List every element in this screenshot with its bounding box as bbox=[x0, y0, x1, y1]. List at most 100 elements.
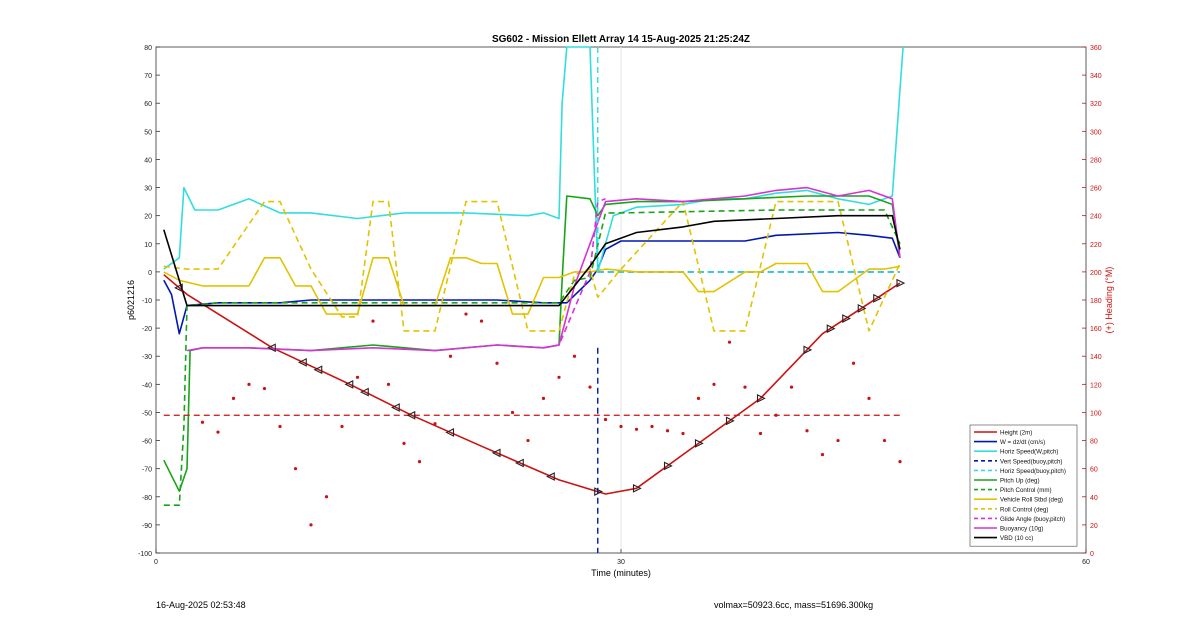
heading-dot bbox=[882, 438, 887, 443]
height-marker bbox=[663, 461, 673, 471]
heading-dot bbox=[898, 460, 902, 464]
height-marker bbox=[725, 416, 735, 426]
series-line-11 bbox=[163, 214, 901, 307]
heading-dot bbox=[557, 375, 561, 379]
height-marker bbox=[694, 438, 704, 448]
height-marker bbox=[594, 487, 603, 497]
heading-dot bbox=[820, 453, 825, 457]
heading-dot bbox=[696, 396, 701, 400]
height-marker bbox=[174, 283, 183, 293]
y-axis-label-right: (+) Heading (°M) bbox=[1104, 267, 1114, 334]
y-ticks-left: -100-90-80-70-60-50-40-30-20-10010203040… bbox=[138, 45, 160, 558]
footer-timestamp: 16-Aug-2025 02:53:48 bbox=[156, 600, 246, 610]
heading-dot bbox=[526, 438, 530, 443]
ytick-right-label: 20 bbox=[1090, 523, 1098, 530]
y-axis-label-left: p6021216 bbox=[126, 280, 136, 320]
ytick-left-label: -20 bbox=[142, 326, 152, 333]
ytick-right-label: 80 bbox=[1090, 439, 1098, 446]
heading-dot bbox=[340, 424, 344, 429]
ytick-left-label: 30 bbox=[144, 186, 152, 193]
ytick-right-label: 200 bbox=[1090, 270, 1102, 277]
x-ticks: 0 30 60 bbox=[154, 549, 1090, 566]
legend-label: Horiz Speed(W,pitch) bbox=[1000, 449, 1058, 456]
height-marker bbox=[896, 278, 906, 288]
heading-dot bbox=[278, 424, 282, 429]
ytick-left-label: -60 bbox=[142, 439, 152, 446]
ytick-right-label: 60 bbox=[1090, 467, 1098, 474]
height-marker bbox=[445, 428, 455, 437]
series-line-10 bbox=[186, 186, 901, 352]
ytick-right-label: 240 bbox=[1090, 214, 1102, 221]
height-marker bbox=[406, 410, 416, 420]
legend-label: Pitch Up (deg) bbox=[1000, 478, 1040, 485]
heading-dot bbox=[541, 396, 546, 400]
heading-dot bbox=[216, 430, 220, 434]
heading-dot bbox=[650, 424, 654, 429]
height-marker bbox=[344, 379, 354, 389]
heading-dot bbox=[665, 429, 670, 433]
heading-dot bbox=[572, 354, 577, 358]
ytick-right-label: 260 bbox=[1090, 186, 1102, 193]
legend-label: Glide Angle (buoy,pitch) bbox=[1000, 516, 1065, 523]
ytick-right-label: 320 bbox=[1090, 101, 1102, 108]
ytick-left-label: 10 bbox=[144, 242, 152, 249]
height-marker bbox=[491, 448, 501, 458]
ytick-left-label: -40 bbox=[142, 382, 152, 389]
height-marker bbox=[298, 358, 307, 367]
ytick-left-label: -10 bbox=[142, 298, 152, 305]
ytick-right-label: 180 bbox=[1090, 298, 1102, 305]
heading-dot bbox=[588, 385, 592, 389]
ytick-right-label: 300 bbox=[1090, 129, 1102, 136]
ytick-right-label: 120 bbox=[1090, 382, 1102, 389]
ytick-right-label: 220 bbox=[1090, 242, 1102, 249]
height-marker bbox=[873, 293, 882, 303]
heading-dot bbox=[851, 361, 856, 365]
ytick-right-label: 340 bbox=[1090, 73, 1102, 80]
series-line-7 bbox=[163, 256, 901, 315]
heading-dot bbox=[247, 382, 251, 386]
ytick-right-label: 360 bbox=[1090, 45, 1102, 52]
height-markers bbox=[174, 278, 906, 497]
heading-dot bbox=[681, 431, 685, 436]
xtick-label: 30 bbox=[617, 559, 625, 566]
series-line-6 bbox=[163, 209, 901, 507]
legend-label: Height (2m) bbox=[1000, 430, 1032, 437]
heading-dot bbox=[727, 340, 732, 344]
ytick-left-label: 60 bbox=[144, 101, 152, 108]
ytick-left-label: 40 bbox=[144, 157, 152, 164]
heading-dot bbox=[758, 431, 763, 436]
ytick-left-label: 0 bbox=[148, 270, 152, 277]
height-marker bbox=[803, 345, 813, 355]
legend-label: Buoyancy (10g) bbox=[1000, 526, 1043, 533]
legend: Height (2m) W = dz/dt (cm/s) Horiz Speed(W… bbox=[969, 424, 1078, 547]
heading-dot bbox=[712, 382, 716, 386]
heading-dot bbox=[619, 424, 623, 429]
ytick-left-label: 20 bbox=[144, 214, 152, 221]
series-line-1 bbox=[163, 231, 901, 335]
ytick-left-label: -80 bbox=[142, 495, 152, 502]
ytick-left-label: 70 bbox=[144, 73, 152, 80]
heading-dot bbox=[479, 319, 484, 323]
heading-dot bbox=[603, 417, 608, 422]
ytick-right-label: 100 bbox=[1090, 410, 1102, 417]
ytick-right-label: 280 bbox=[1090, 157, 1102, 164]
ytick-left-label: -70 bbox=[142, 467, 152, 474]
heading-dot bbox=[805, 429, 809, 433]
y-ticks-right: 0 20 40 60 80 100 120 140 160 180 200 220 240 260 280 3… bbox=[1082, 45, 1102, 558]
height-marker bbox=[857, 304, 867, 313]
heading-dot bbox=[386, 382, 391, 386]
chart-title: SG602 - Mission Ellett Array 14 15-Aug-2… bbox=[492, 34, 750, 45]
xtick-label: 60 bbox=[1082, 559, 1090, 566]
ytick-left-label: -30 bbox=[142, 354, 152, 361]
heading-dot bbox=[464, 312, 468, 316]
heading-dot bbox=[324, 495, 329, 499]
heading-dot bbox=[743, 385, 747, 389]
heading-dot bbox=[200, 420, 205, 424]
heading-dot bbox=[495, 361, 499, 365]
heading-dot bbox=[371, 319, 375, 323]
legend-label: Vehicle Roll Stbd (deg) bbox=[1000, 497, 1063, 504]
heading-dot bbox=[433, 422, 437, 426]
heading-dot bbox=[262, 386, 267, 391]
ytick-right-label: 140 bbox=[1090, 354, 1102, 361]
